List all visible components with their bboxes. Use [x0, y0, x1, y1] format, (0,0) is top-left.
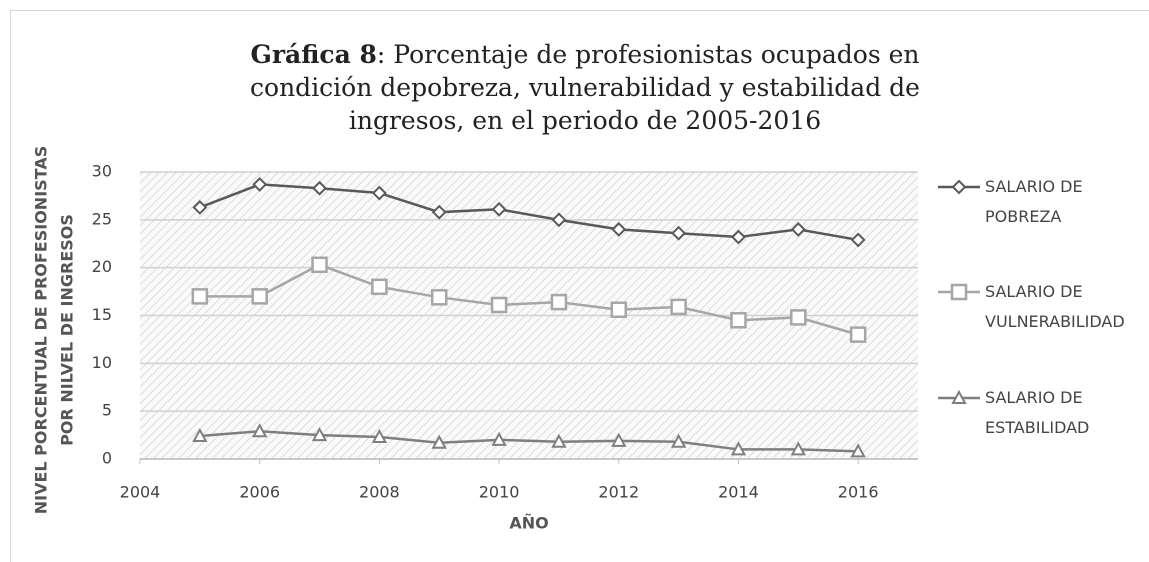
marker — [311, 426, 328, 442]
marker — [951, 389, 967, 404]
x-tick-label: 2012 — [598, 483, 639, 502]
x-tick-label: 2006 — [239, 483, 280, 502]
marker — [670, 433, 687, 448]
title-prefix: Gráfica 8 — [250, 40, 377, 69]
x-tick-label: 2010 — [479, 483, 520, 502]
x-tick-label: 2004 — [120, 483, 161, 502]
marker — [790, 309, 807, 326]
marker — [191, 288, 209, 305]
marker — [550, 293, 568, 311]
y-tick-label: 15 — [92, 305, 112, 324]
marker — [431, 204, 447, 220]
marker — [850, 232, 866, 248]
marker — [790, 441, 806, 456]
x-axis-label: AÑO — [509, 514, 548, 533]
marker — [551, 212, 567, 228]
marker — [790, 221, 806, 237]
y-tick-label: 5 — [102, 401, 112, 420]
marker — [252, 177, 268, 192]
marker — [671, 225, 687, 241]
marker — [311, 256, 328, 274]
marker — [431, 434, 447, 449]
marker — [849, 326, 867, 343]
series-line — [199, 183, 859, 242]
marker — [371, 185, 387, 201]
title-text: : Porcentaje de profesionistas ocupados … — [250, 40, 920, 135]
marker — [730, 441, 747, 456]
marker — [252, 423, 268, 438]
y-axis-label: NIVEL PORCENTUAL DE PROFESIONISTAS — [32, 146, 51, 515]
legend-label: SALARIO DE VULNERABILIDAD — [985, 282, 1125, 331]
y-tick-label: 30 — [92, 162, 112, 181]
legend-label: SALARIO DE POBREZA — [985, 177, 1083, 226]
chart-frame — [10, 10, 1149, 562]
marker — [192, 427, 208, 443]
marker — [192, 199, 208, 215]
marker — [371, 428, 388, 443]
marker — [950, 283, 968, 301]
marker — [731, 229, 746, 245]
marker — [850, 443, 866, 458]
marker — [730, 312, 747, 329]
marker — [611, 432, 627, 447]
marker — [491, 431, 507, 446]
marker — [371, 278, 388, 296]
legend-label: SALARIO DE ESTABILIDAD — [985, 388, 1090, 437]
marker — [670, 298, 687, 316]
series-line — [199, 263, 859, 336]
marker — [951, 179, 967, 195]
chart-title: Gráfica 8: Porcentaje de profesionistas … — [190, 38, 980, 140]
y-axis-label: POR NILVEL DE INGRESOS — [58, 214, 77, 446]
x-tick-label: 2008 — [359, 483, 400, 502]
y-tick-label: 10 — [92, 353, 112, 372]
marker — [491, 201, 507, 217]
marker — [490, 296, 508, 314]
marker — [610, 301, 628, 319]
y-tick-label: 25 — [92, 209, 112, 228]
marker — [430, 289, 448, 306]
x-tick-label: 2016 — [838, 483, 879, 502]
y-tick-label: 20 — [92, 257, 112, 276]
marker — [251, 288, 268, 305]
series-line — [199, 430, 859, 453]
marker — [551, 433, 567, 448]
y-tick-label: 0 — [102, 449, 112, 468]
x-tick-label: 2014 — [718, 483, 759, 502]
marker — [611, 221, 627, 237]
marker — [312, 180, 327, 196]
